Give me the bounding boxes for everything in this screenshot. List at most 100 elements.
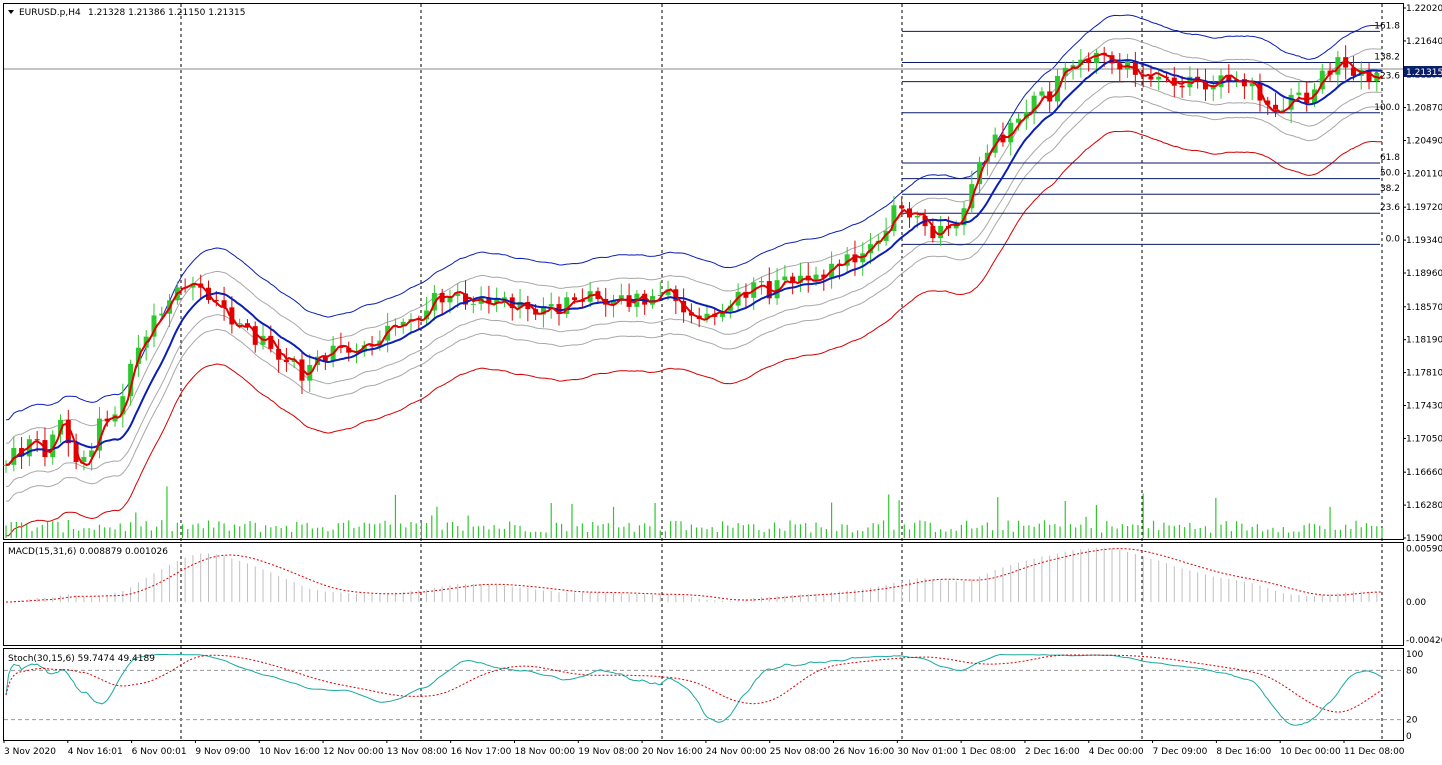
candle-body — [992, 134, 998, 153]
candle-body — [1054, 75, 1060, 102]
candle-body — [1265, 100, 1271, 105]
candle-body — [322, 356, 328, 361]
candle-body — [657, 294, 663, 297]
candle-body — [455, 293, 461, 296]
candle-body — [1117, 63, 1123, 70]
candle-body — [540, 306, 546, 315]
candle-body — [463, 293, 469, 305]
macd-tick-label: 0.005906 — [1406, 544, 1442, 554]
candle-body — [221, 300, 227, 308]
candle-body — [1280, 109, 1286, 111]
candle-body — [1296, 92, 1302, 95]
time-tick-label: 19 Nov 08:00 — [578, 747, 639, 757]
price-tick-label: 1.16660 — [1406, 468, 1442, 478]
time-tick-label: 10 Nov 16:00 — [259, 747, 320, 757]
candle-body — [1202, 81, 1208, 90]
candle-body — [478, 297, 484, 304]
price-tick-label: 1.22020 — [1406, 4, 1442, 14]
fib-level-label: 0.0 — [1386, 234, 1401, 244]
candle-body — [517, 301, 523, 309]
macd-tick-label: 0.00 — [1406, 598, 1426, 608]
candle-body — [618, 295, 624, 301]
candle-body — [494, 298, 500, 304]
price-tick-label: 1.19340 — [1406, 236, 1442, 246]
time-tick-label: 10 Dec 00:00 — [1280, 747, 1341, 757]
candle-body — [782, 276, 788, 281]
candle-body — [774, 280, 780, 299]
fib-level-label: 61.8 — [1380, 153, 1400, 163]
candle-body — [548, 304, 554, 307]
symbol-info: EURUSD.p,H4 — [19, 8, 81, 18]
candle-body — [1335, 57, 1341, 75]
lower-band-line — [5, 130, 1382, 537]
candle-body — [564, 297, 570, 315]
price-tick-label: 1.19720 — [1406, 203, 1442, 213]
candle-body — [1039, 91, 1045, 96]
candle-body — [704, 313, 710, 320]
time-tick-label: 7 Dec 09:00 — [1153, 747, 1208, 757]
candle-body — [190, 283, 196, 288]
candle-body — [1078, 59, 1084, 66]
candle-body — [128, 363, 134, 397]
price-tick-label: 1.20870 — [1406, 104, 1442, 114]
stoch-tick-label: 20 — [1406, 716, 1418, 726]
candle-body — [151, 315, 157, 337]
price-tick-label: 1.16280 — [1406, 501, 1442, 511]
candle-body — [96, 418, 102, 451]
price-tick-label: 1.18190 — [1406, 336, 1442, 346]
candle-body — [790, 276, 796, 283]
slow-ma-line — [5, 59, 1382, 466]
candle-body — [891, 205, 897, 232]
time-tick-label: 2 Dec 16:00 — [1025, 747, 1080, 757]
candle-body — [1093, 52, 1099, 63]
stoch-panel[interactable] — [3, 648, 1404, 741]
candle-body — [1319, 70, 1325, 90]
fib-level-label: 38.2 — [1380, 184, 1400, 194]
upper-band-line — [5, 14, 1383, 421]
candle-body — [120, 396, 126, 415]
candle-body — [1016, 118, 1022, 123]
candle-body — [252, 326, 258, 345]
candle-body — [1273, 104, 1279, 110]
candle-body — [611, 300, 617, 305]
candle-body — [1179, 85, 1185, 88]
time-tick-label: 13 Nov 08:00 — [387, 747, 448, 757]
symbol-dropdown-icon[interactable] — [8, 10, 14, 14]
candle-body — [681, 300, 687, 313]
candle-body — [58, 420, 64, 435]
candle-body — [283, 359, 289, 362]
price-panel[interactable] — [3, 3, 1404, 540]
time-tick-label: 12 Nov 00:00 — [323, 747, 384, 757]
price-tick-label: 1.17430 — [1406, 402, 1442, 412]
candle-body — [899, 205, 905, 209]
time-tick-label: 20 Nov 16:00 — [642, 747, 703, 757]
macd-panel[interactable] — [3, 542, 1404, 646]
candle-body — [50, 434, 56, 458]
candle-body — [1210, 86, 1216, 90]
fib-level-label: 123.6 — [1374, 72, 1400, 82]
candle-body — [268, 335, 274, 349]
price-tick-label: 1.17050 — [1406, 434, 1442, 444]
price-tick-label: 1.18960 — [1406, 269, 1442, 279]
candle-body — [89, 450, 95, 458]
candle-body — [291, 359, 297, 362]
price-tick-label: 1.21640 — [1406, 37, 1442, 47]
time-tick-label: 4 Nov 16:01 — [68, 747, 123, 757]
candle-body — [821, 274, 827, 278]
time-tick-label: 16 Nov 17:00 — [451, 747, 512, 757]
candle-body — [135, 347, 141, 364]
candle-body — [73, 443, 79, 462]
stoch-label: Stoch(30,15,6) 59.7474 49.4189 — [8, 654, 155, 664]
time-tick-label: 4 Dec 00:00 — [1089, 747, 1144, 757]
candle-body — [447, 295, 453, 303]
candle-body — [424, 310, 430, 320]
candle-body — [1304, 92, 1310, 104]
fib-level-label: 50.0 — [1380, 169, 1400, 179]
candle-body — [501, 297, 507, 299]
price-tick-label: 1.15900 — [1406, 534, 1442, 544]
candle-body — [797, 275, 803, 283]
candle-body — [1008, 122, 1014, 143]
candle-body — [81, 457, 87, 462]
candle-body — [34, 439, 40, 441]
